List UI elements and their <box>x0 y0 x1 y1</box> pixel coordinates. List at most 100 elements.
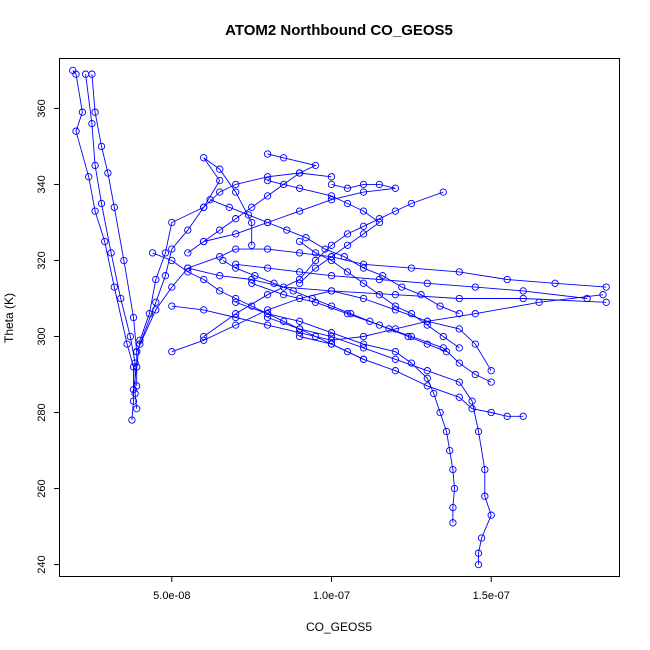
data-point <box>503 412 511 420</box>
data-point <box>129 386 138 394</box>
series-0 <box>69 66 138 424</box>
data-point <box>423 340 431 348</box>
series-line <box>222 260 447 353</box>
data-point <box>279 180 288 189</box>
series-line <box>251 282 492 383</box>
series-9 <box>168 287 495 375</box>
data-point <box>455 294 463 303</box>
series-13 <box>295 332 527 420</box>
data-point <box>232 321 240 329</box>
data-point <box>359 230 368 238</box>
data-point <box>251 272 259 280</box>
data-point <box>129 313 138 322</box>
data-point <box>327 196 336 204</box>
series-line <box>203 183 396 242</box>
data-point <box>200 332 208 341</box>
data-point <box>216 287 224 295</box>
data-point <box>474 549 483 557</box>
data-point <box>248 302 256 310</box>
data-point <box>327 173 336 181</box>
data-point <box>423 279 431 287</box>
series-line <box>136 248 607 352</box>
series-line <box>171 290 492 371</box>
data-point <box>279 291 288 299</box>
data-point <box>471 310 479 318</box>
data-point <box>248 241 256 249</box>
data-point <box>327 241 336 249</box>
data-point <box>468 397 476 405</box>
data-point <box>200 275 208 284</box>
data-point <box>391 348 400 356</box>
series-line <box>133 172 332 390</box>
data-point <box>263 306 272 314</box>
data-point <box>487 378 495 386</box>
series-4 <box>136 154 256 348</box>
data-point <box>263 173 272 181</box>
data-point <box>359 294 368 303</box>
data-point <box>398 283 406 291</box>
series-18 <box>148 249 368 363</box>
series-2 <box>81 70 141 413</box>
data-point <box>481 492 489 500</box>
x-axis-label: CO_GEOS5 <box>306 620 372 634</box>
data-point <box>248 218 256 227</box>
data-point <box>72 70 80 78</box>
series-line <box>299 336 524 417</box>
data-point <box>442 427 451 436</box>
data-point <box>311 249 320 257</box>
data-point <box>263 176 272 185</box>
data-point <box>359 264 368 272</box>
data-point <box>279 317 288 325</box>
data-point <box>161 272 170 280</box>
data-point <box>327 287 336 295</box>
data-point <box>295 332 304 341</box>
data-point <box>439 332 447 341</box>
data-point <box>168 256 176 265</box>
data-point <box>602 298 610 306</box>
data-point <box>359 260 368 268</box>
data-point <box>391 306 400 314</box>
data-point <box>359 222 368 230</box>
data-point <box>232 215 240 223</box>
data-point <box>391 367 400 375</box>
data-point <box>455 393 463 401</box>
series-11 <box>232 298 459 527</box>
data-point <box>184 226 192 234</box>
data-point <box>263 321 272 329</box>
data-point <box>602 283 610 291</box>
data-point <box>263 218 272 227</box>
data-point <box>133 363 141 371</box>
data-point <box>81 70 90 78</box>
data-point <box>232 310 240 318</box>
data-point <box>295 249 304 257</box>
data-point <box>359 340 368 348</box>
data-point <box>123 340 131 348</box>
data-point <box>225 203 233 211</box>
series-3 <box>129 169 336 394</box>
data-point <box>359 207 368 215</box>
data-point <box>449 465 457 474</box>
series-19 <box>219 256 451 356</box>
data-point <box>168 302 176 310</box>
data-point <box>248 203 256 211</box>
data-point <box>168 218 176 227</box>
data-point <box>474 427 483 436</box>
data-point <box>263 192 272 200</box>
data-point <box>487 408 495 417</box>
data-point <box>289 287 297 295</box>
series-line <box>187 153 317 254</box>
data-point <box>535 298 543 306</box>
series-line <box>139 157 253 345</box>
data-point <box>72 127 80 135</box>
data-point <box>423 321 431 329</box>
data-point <box>283 226 291 234</box>
data-point <box>232 188 240 196</box>
series-line <box>235 263 588 299</box>
data-point <box>295 207 304 215</box>
y-tick-label: 260 <box>36 479 48 497</box>
data-point <box>91 207 99 215</box>
data-point <box>327 302 336 310</box>
plot-frame <box>59 58 620 577</box>
data-point <box>232 180 240 189</box>
